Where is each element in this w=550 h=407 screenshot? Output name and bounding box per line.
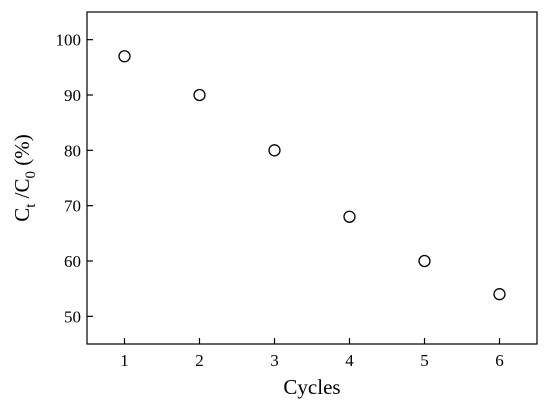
x-tick-label: 2 xyxy=(195,351,204,370)
data-point xyxy=(193,88,206,102)
y-axis-title-part: /C xyxy=(10,178,34,203)
y-axis-title: Ct /C0 (%) xyxy=(10,134,39,222)
y-axis-title-subscript: t xyxy=(23,203,39,208)
x-tick-label: 6 xyxy=(495,351,504,370)
y-tick-label: 60 xyxy=(64,252,81,271)
data-point xyxy=(418,254,431,268)
data-point xyxy=(118,50,131,63)
plot-frame xyxy=(86,11,538,345)
y-tick-label: 70 xyxy=(64,197,81,216)
y-tick-label: 80 xyxy=(64,141,81,160)
y-axis-ticks: 50 60 70 80 90 100 xyxy=(56,31,93,326)
y-axis-title-part: (%) xyxy=(10,134,34,171)
data-point xyxy=(343,210,356,223)
y-axis-title-subscript: 0 xyxy=(23,171,39,179)
data-point xyxy=(493,288,506,301)
x-tick-label: 4 xyxy=(345,351,354,370)
y-axis-title-part: C xyxy=(10,208,34,222)
data-point xyxy=(268,144,281,157)
data-points xyxy=(118,50,506,301)
x-tick-label: 5 xyxy=(420,351,429,370)
y-tick-label: 50 xyxy=(64,307,81,326)
y-tick-label: 100 xyxy=(56,31,82,50)
x-axis-ticks: 1 2 3 4 5 6 xyxy=(120,338,504,370)
x-tick-label: 1 xyxy=(120,351,129,370)
y-tick-label: 90 xyxy=(64,86,81,105)
x-tick-label: 3 xyxy=(270,351,279,370)
x-axis-title: Cycles xyxy=(283,375,340,399)
